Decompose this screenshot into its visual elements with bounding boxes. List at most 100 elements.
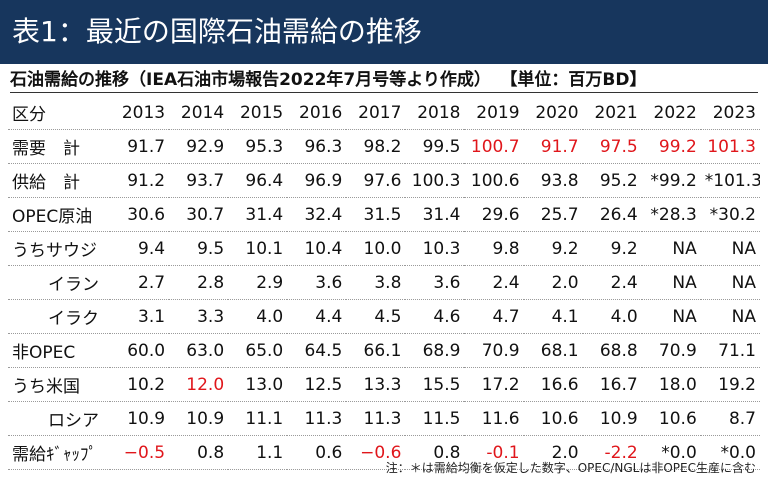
cell-value: 92.9: [169, 129, 229, 164]
cell-value: 10.9: [169, 401, 229, 436]
cell-value: 31.4: [228, 197, 288, 232]
cell-value: 26.4: [582, 197, 642, 232]
year-header-2023: 2023: [700, 96, 760, 130]
table-row: イラク 3.1 3.3 4.0 4.4 4.5 4.6 4.7 4.1 4.0 NA NA: [8, 299, 760, 334]
cell-value: 3.6: [405, 265, 465, 300]
cell-value: 10.4: [287, 231, 347, 266]
cell-value: 60.0: [110, 333, 170, 368]
cell-value: 4.0: [228, 299, 288, 334]
cell-value: 98.2: [346, 129, 406, 164]
cell-value: 68.9: [405, 333, 465, 368]
cell-value: 18.0: [641, 367, 701, 402]
oil-balance-table: 区分 2013 2014 2015 2016 2017 2018 2019 2020 2021 20…: [8, 96, 760, 470]
year-header-2018: 2018: [405, 96, 465, 130]
cell-value: 30.6: [110, 197, 170, 232]
cell-value: 11.5: [405, 401, 465, 436]
cell-value: 93.8: [523, 163, 583, 198]
cell-value: NA: [641, 299, 701, 334]
year-header-2020: 2020: [523, 96, 583, 130]
cell-value: 10.9: [110, 401, 170, 436]
cell-value: NA: [641, 265, 701, 300]
cell-value: 96.9: [287, 163, 347, 198]
cell-value: 101.3: [700, 129, 760, 164]
cell-value: 70.9: [464, 333, 524, 368]
cell-value: 16.7: [582, 367, 642, 402]
row-label: イラン: [8, 265, 110, 300]
cell-value: NA: [700, 231, 760, 266]
cell-value: 1.1: [228, 435, 288, 470]
cell-value: 91.7: [523, 129, 583, 164]
cell-value: *99.2: [641, 163, 701, 198]
cell-value: *0.0: [700, 435, 760, 470]
cell-value: -0.1: [464, 435, 524, 470]
table-row: 供給 計 91.2 93.7 96.4 96.9 97.6 100.3 100.6 93.8 95…: [8, 163, 760, 198]
header-row: 区分 2013 2014 2015 2016 2017 2018 2019 2020 2021 20…: [8, 96, 760, 130]
cell-value: 25.7: [523, 197, 583, 232]
cell-value: 3.6: [287, 265, 347, 300]
cell-value: 65.0: [228, 333, 288, 368]
cell-value: NA: [700, 265, 760, 300]
cell-value: 11.3: [287, 401, 347, 436]
page-title: 表1：最近の国際石油需給の推移: [12, 15, 422, 48]
cell-value: 12.5: [287, 367, 347, 402]
cell-value: 96.4: [228, 163, 288, 198]
row-label: 供給 計: [8, 163, 110, 198]
unit-label: 【単位：百万BD】: [508, 70, 647, 90]
cell-value: 0.8: [169, 435, 229, 470]
cell-value: 64.5: [287, 333, 347, 368]
table-caption-text: 石油需給の推移（IEA石油市場報告2022年7月号等より作成）: [10, 70, 491, 90]
cell-value: 9.2: [523, 231, 583, 266]
cell-value: 66.1: [346, 333, 406, 368]
cell-value: 31.5: [346, 197, 406, 232]
table-row: 非OPEC 60.0 63.0 65.0 64.5 66.1 68.9 70.9 68.1 68.…: [8, 333, 760, 368]
cell-value: 3.3: [169, 299, 229, 334]
row-label: 非OPEC: [8, 333, 110, 368]
cell-value: 91.7: [110, 129, 170, 164]
cell-value: 99.2: [641, 129, 701, 164]
cell-value: *101.3: [700, 163, 760, 198]
cell-value: 100.7: [464, 129, 524, 164]
cell-value: *28.3: [641, 197, 701, 232]
title-banner: 表1：最近の国際石油需給の推移: [0, 0, 768, 64]
cell-value: 96.3: [287, 129, 347, 164]
cell-value: 9.2: [582, 231, 642, 266]
cell-value: NA: [700, 299, 760, 334]
cell-value: 97.5: [582, 129, 642, 164]
cell-value: 2.7: [110, 265, 170, 300]
table-row: うち米国 10.2 12.0 13.0 12.5 13.3 15.5 17.2 16.6 16.7…: [8, 367, 760, 402]
cell-value: 2.9: [228, 265, 288, 300]
cell-value: 19.2: [700, 367, 760, 402]
cell-value: 100.6: [464, 163, 524, 198]
row-label: OPEC原油: [8, 197, 110, 232]
row-label: ロシア: [8, 401, 110, 436]
cell-value: 12.0: [169, 367, 229, 402]
table-caption: 石油需給の推移（IEA石油市場報告2022年7月号等より作成） 【単位：百万BD】: [10, 68, 758, 93]
cell-value: 68.1: [523, 333, 583, 368]
cell-value: -2.2: [582, 435, 642, 470]
cell-value: 13.0: [228, 367, 288, 402]
cell-value: 3.1: [110, 299, 170, 334]
cell-value: 8.7: [700, 401, 760, 436]
cell-value: 9.5: [169, 231, 229, 266]
table-row: 需要 計 91.7 92.9 95.3 96.3 98.2 99.5 100.7 91.7 97.…: [8, 129, 760, 164]
cell-value: 68.8: [582, 333, 642, 368]
cell-value: 9.4: [110, 231, 170, 266]
year-header-2013: 2013: [110, 96, 170, 130]
cell-value: 31.4: [405, 197, 465, 232]
table-row: イラン 2.7 2.8 2.9 3.6 3.8 3.6 2.4 2.0 2.4 NA NA: [8, 265, 760, 300]
cell-value: 11.1: [228, 401, 288, 436]
cell-value: 29.6: [464, 197, 524, 232]
cell-value: 2.4: [582, 265, 642, 300]
corner-header: 区分: [8, 96, 110, 130]
row-label: イラク: [8, 299, 110, 334]
cell-value: 2.4: [464, 265, 524, 300]
table-row: ロシア 10.9 10.9 11.1 11.3 11.3 11.5 11.6 10.6 10.9 1…: [8, 401, 760, 436]
cell-value: 71.1: [700, 333, 760, 368]
cell-value: 100.3: [405, 163, 465, 198]
footnote: 注：＊は需給均衡を仮定した数字、OPEC/NGLは非OPEC生産に含む: [385, 461, 756, 475]
cell-value: 15.5: [405, 367, 465, 402]
cell-value: NA: [641, 231, 701, 266]
cell-value: 10.3: [405, 231, 465, 266]
cell-value: −0.6: [346, 435, 406, 470]
cell-value: −0.5: [110, 435, 170, 470]
